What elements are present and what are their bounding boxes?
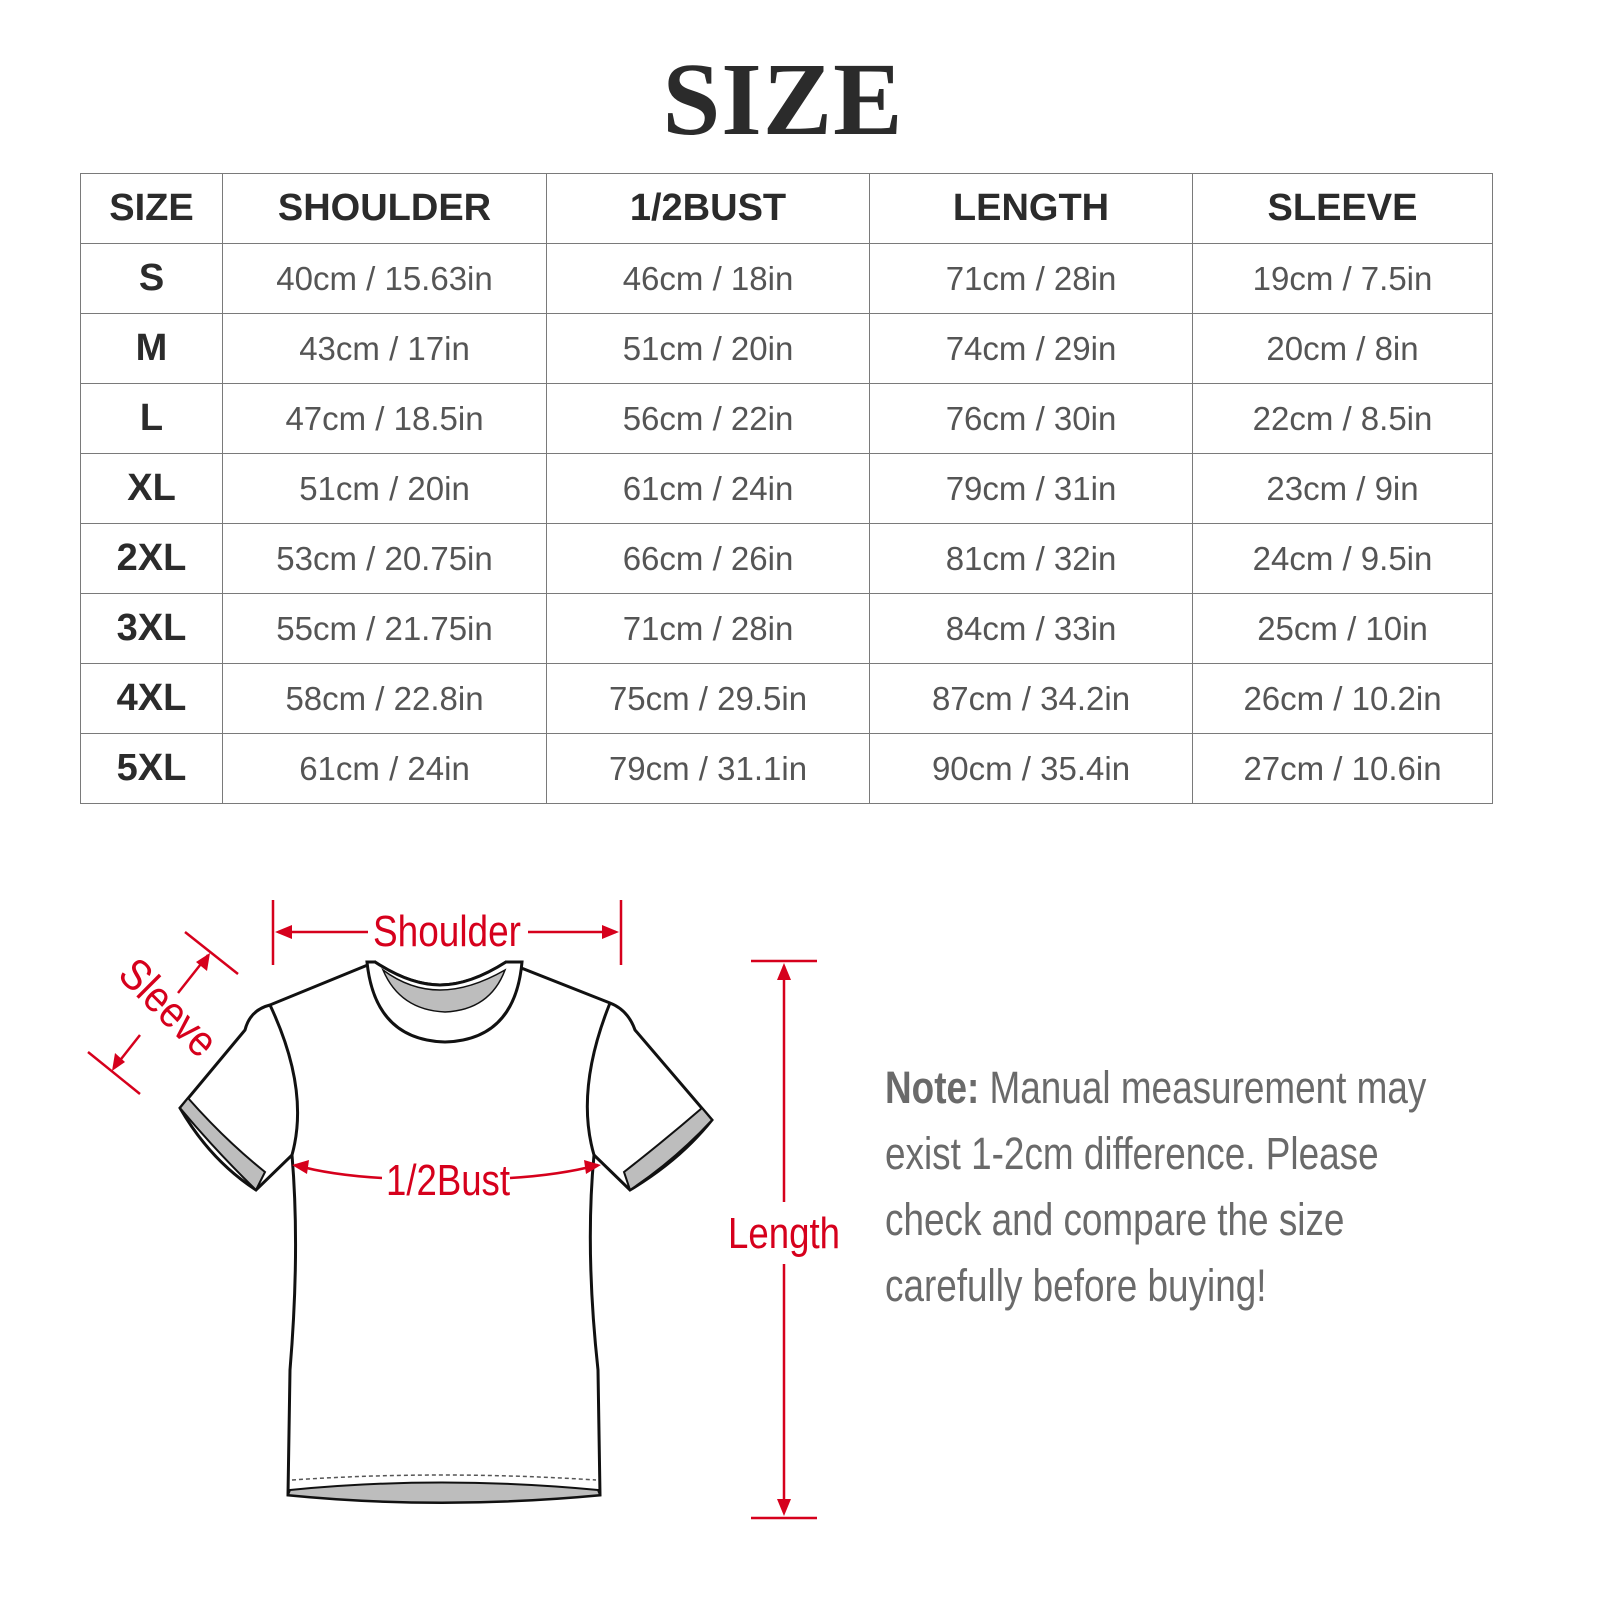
- bust-measure-arrow: [292, 1160, 601, 1180]
- measurement-cell: 40cm / 15.63in: [222, 243, 547, 314]
- size-label-cell: XL: [80, 453, 223, 524]
- measurement-cell: 66cm / 26in: [546, 523, 870, 594]
- measurement-cell: 71cm / 28in: [869, 243, 1193, 314]
- length-label: Length: [728, 1209, 840, 1258]
- measurement-cell: 46cm / 18in: [546, 243, 870, 314]
- measurement-cell: 55cm / 21.75in: [222, 593, 547, 664]
- measurement-cell: 22cm / 8.5in: [1192, 383, 1493, 454]
- measurement-cell: 71cm / 28in: [546, 593, 870, 664]
- table-row: L 47cm / 18.5in 56cm / 22in 76cm / 30in 22cm…: [80, 383, 1493, 454]
- table-row: S 40cm / 15.63in 46cm / 18in 71cm / 28in 19c…: [80, 243, 1493, 314]
- measurement-cell: 58cm / 22.8in: [222, 663, 547, 734]
- note-line: carefully before buying!: [885, 1260, 1267, 1311]
- measurement-cell: 24cm / 9.5in: [1192, 523, 1493, 594]
- measurement-note: Note: Manual measurement may exist 1-2cm…: [885, 1055, 1525, 1319]
- measurement-cell: 84cm / 33in: [869, 593, 1193, 664]
- size-label-cell: L: [80, 383, 223, 454]
- measurement-cell: 43cm / 17in: [222, 313, 547, 384]
- note-line: check and compare the size: [885, 1194, 1345, 1245]
- table-row: M 43cm / 17in 51cm / 20in 74cm / 29in 20cm /…: [80, 313, 1493, 384]
- measurement-cell: 61cm / 24in: [222, 733, 547, 804]
- measurement-cell: 26cm / 10.2in: [1192, 663, 1493, 734]
- measurement-cell: 79cm / 31.1in: [546, 733, 870, 804]
- table-row: 2XL 53cm / 20.75in 66cm / 26in 81cm / 32in 2…: [80, 523, 1493, 594]
- measurement-cell: 53cm / 20.75in: [222, 523, 547, 594]
- note-line: exist 1-2cm difference. Please: [885, 1128, 1379, 1179]
- measurement-cell: 19cm / 7.5in: [1192, 243, 1493, 314]
- sleeve-measure-arrow: [87, 931, 239, 1095]
- measurement-cell: 81cm / 32in: [869, 523, 1193, 594]
- size-label-cell: 5XL: [80, 733, 223, 804]
- page-title: SIZE: [662, 42, 904, 157]
- measurement-cell: 23cm / 9in: [1192, 453, 1493, 524]
- table-row: 5XL 61cm / 24in 79cm / 31.1in 90cm / 35.4in…: [80, 733, 1493, 804]
- table-row: 3XL 55cm / 21.75in 71cm / 28in 84cm / 33in 2…: [80, 593, 1493, 664]
- column-header: SIZE: [80, 173, 223, 244]
- shoulder-label: Shoulder: [373, 907, 521, 956]
- measurement-cell: 90cm / 35.4in: [869, 733, 1193, 804]
- bust-label: 1/2Bust: [386, 1156, 510, 1205]
- measurement-cell: 56cm / 22in: [546, 383, 870, 454]
- column-header: LENGTH: [869, 173, 1193, 244]
- tshirt-icon: [178, 960, 714, 1504]
- measurement-cell: 51cm / 20in: [222, 453, 547, 524]
- table-row: XL 51cm / 20in 61cm / 24in 79cm / 31in 23cm …: [80, 453, 1493, 524]
- measurement-cell: 20cm / 8in: [1192, 313, 1493, 384]
- size-table: SIZE SHOULDER 1/2BUST LENGTH SLEEVE S 40c…: [80, 173, 1493, 804]
- length-measure-arrow: [751, 959, 817, 1520]
- measurement-cell: 76cm / 30in: [869, 383, 1193, 454]
- note-line: Note: Manual measurement may: [885, 1055, 1525, 1121]
- size-label-cell: 4XL: [80, 663, 223, 734]
- table-row: 4XL 58cm / 22.8in 75cm / 29.5in 87cm / 34.2…: [80, 663, 1493, 734]
- column-header: 1/2BUST: [546, 173, 870, 244]
- sleeve-label: Sleeve: [109, 949, 227, 1067]
- measurement-cell: 51cm / 20in: [546, 313, 870, 384]
- measurement-cell: 74cm / 29in: [869, 313, 1193, 384]
- table-header-row: SIZE SHOULDER 1/2BUST LENGTH SLEEVE: [80, 173, 1493, 244]
- size-label-cell: S: [80, 243, 223, 314]
- measurement-cell: 25cm / 10in: [1192, 593, 1493, 664]
- shoulder-measure-arrow: [271, 900, 623, 965]
- measurement-cell: 75cm / 29.5in: [546, 663, 870, 734]
- size-label-cell: 3XL: [80, 593, 223, 664]
- measurement-cell: 61cm / 24in: [546, 453, 870, 524]
- note-label: Note:: [885, 1062, 980, 1113]
- measurement-cell: 27cm / 10.6in: [1192, 733, 1493, 804]
- note-text: Manual measurement may: [979, 1062, 1427, 1113]
- size-label-cell: M: [80, 313, 223, 384]
- column-header: SLEEVE: [1192, 173, 1493, 244]
